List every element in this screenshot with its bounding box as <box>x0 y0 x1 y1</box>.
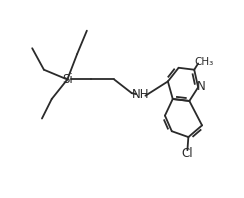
Text: Si: Si <box>62 73 73 86</box>
Text: NH: NH <box>132 88 149 101</box>
Text: Cl: Cl <box>182 147 193 160</box>
Text: N: N <box>197 80 206 93</box>
Text: CH₃: CH₃ <box>194 57 214 67</box>
